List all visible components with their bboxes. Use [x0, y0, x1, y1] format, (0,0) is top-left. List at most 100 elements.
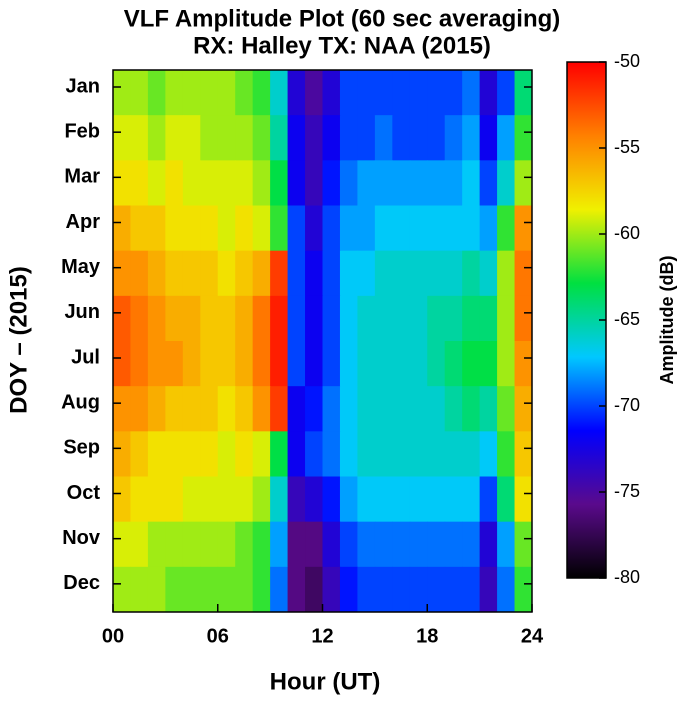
- heatmap-cell: [427, 115, 446, 161]
- heatmap-cell: [374, 250, 393, 297]
- heatmap-cell: [217, 250, 236, 297]
- heatmap-cell: [497, 476, 516, 523]
- heatmap-cell: [200, 205, 219, 252]
- heatmap-cell: [147, 386, 166, 432]
- y-tick-label: May: [61, 256, 101, 278]
- heatmap-cell: [252, 521, 271, 568]
- heatmap-cell: [514, 205, 533, 252]
- y-axis-title: DOY – (2015): [5, 266, 32, 414]
- heatmap-cell: [444, 250, 463, 297]
- heatmap-cell: [252, 476, 271, 523]
- heatmap-cell: [270, 205, 289, 252]
- heatmap-cell: [287, 295, 306, 342]
- heatmap-cell: [479, 431, 498, 477]
- heatmap-cell: [287, 205, 306, 252]
- heatmap-cell: [357, 205, 376, 252]
- heatmap-cell: [479, 341, 498, 387]
- heatmap-cell: [130, 341, 149, 387]
- heatmap-cell: [444, 341, 463, 387]
- heatmap-cell: [287, 476, 306, 523]
- heatmap-cell: [444, 160, 463, 206]
- heatmap-cell: [182, 431, 201, 477]
- heatmap-cell: [165, 160, 184, 206]
- heatmap-cell: [287, 250, 306, 297]
- heatmap-cell: [374, 476, 393, 523]
- heatmap-cell: [130, 205, 149, 252]
- heatmap-cell: [444, 476, 463, 523]
- heatmap-cell: [235, 295, 254, 342]
- heatmap-cell: [427, 521, 446, 568]
- heatmap-cell: [462, 295, 481, 342]
- heatmap-cell: [270, 341, 289, 387]
- heatmap-cell: [462, 521, 481, 568]
- heatmap-cell: [287, 70, 306, 116]
- colorbar-tick-label: -60: [614, 223, 640, 243]
- heatmap-cell: [374, 566, 393, 613]
- heatmap-cell: [200, 295, 219, 342]
- colorbar-title: Amplitude (dB): [657, 256, 677, 385]
- heatmap-cell: [305, 115, 323, 161]
- x-tick-label: 00: [102, 625, 124, 647]
- heatmap-cell: [130, 521, 149, 568]
- heatmap-cell: [147, 250, 166, 297]
- heatmap-cell: [182, 566, 201, 613]
- heatmap-cell: [374, 386, 393, 432]
- heatmap-cell: [217, 205, 236, 252]
- heatmap-cell: [479, 476, 498, 523]
- heatmap-cell: [392, 205, 411, 252]
- colorbar-tick-label: -65: [614, 309, 640, 329]
- heatmap-cell: [113, 521, 131, 568]
- heatmap-cell: [113, 70, 131, 116]
- heatmap-cell: [392, 70, 411, 116]
- heatmap-cell: [165, 295, 184, 342]
- heatmap-cell: [200, 70, 219, 116]
- heatmap-cell: [322, 386, 341, 432]
- y-tick-label: Sep: [63, 437, 100, 459]
- heatmap-cell: [305, 160, 323, 206]
- heatmap-cell: [113, 250, 131, 297]
- heatmap-cell: [427, 431, 446, 477]
- heatmap-cell: [374, 431, 393, 477]
- heatmap-cell: [217, 295, 236, 342]
- heatmap-cell: [217, 566, 236, 613]
- heatmap-cell: [270, 160, 289, 206]
- heatmap-cell: [444, 566, 463, 613]
- heatmap-cell: [357, 386, 376, 432]
- heatmap-cell: [305, 566, 323, 613]
- heatmap-cell: [147, 521, 166, 568]
- heatmap-cell: [357, 476, 376, 523]
- heatmap-cell: [322, 250, 341, 297]
- heatmap-cell: [357, 160, 376, 206]
- heatmap-cell: [444, 115, 463, 161]
- heatmap-cell: [339, 521, 358, 568]
- heatmap-cell: [497, 250, 516, 297]
- heatmap-cell: [165, 386, 184, 432]
- heatmap-cell: [235, 70, 254, 116]
- heatmap-cell: [339, 205, 358, 252]
- chart-subtitle: RX: Halley TX: NAA (2015): [193, 32, 491, 59]
- heatmap-cell: [462, 70, 481, 116]
- heatmap-cell: [409, 295, 428, 342]
- heatmap-cell: [200, 566, 219, 613]
- heatmap-cell: [165, 431, 184, 477]
- heatmap-cell: [427, 386, 446, 432]
- heatmap-cell: [147, 115, 166, 161]
- heatmap-cell: [322, 160, 341, 206]
- heatmap-cell: [130, 70, 149, 116]
- heatmap-cell: [462, 160, 481, 206]
- heatmap-cell: [427, 476, 446, 523]
- heatmap-cell: [113, 431, 131, 477]
- heatmap-cell: [392, 566, 411, 613]
- heatmap-cell: [497, 431, 516, 477]
- heatmap-cell: [409, 250, 428, 297]
- heatmap-cell: [287, 431, 306, 477]
- heatmap-cell: [409, 386, 428, 432]
- heatmap-cell: [322, 521, 341, 568]
- heatmap-cell: [287, 341, 306, 387]
- heatmap-cell: [252, 431, 271, 477]
- heatmap-cell: [357, 431, 376, 477]
- heatmap-cell: [357, 250, 376, 297]
- heatmap-cell: [514, 341, 533, 387]
- heatmap-cell: [270, 250, 289, 297]
- heatmap-cell: [270, 431, 289, 477]
